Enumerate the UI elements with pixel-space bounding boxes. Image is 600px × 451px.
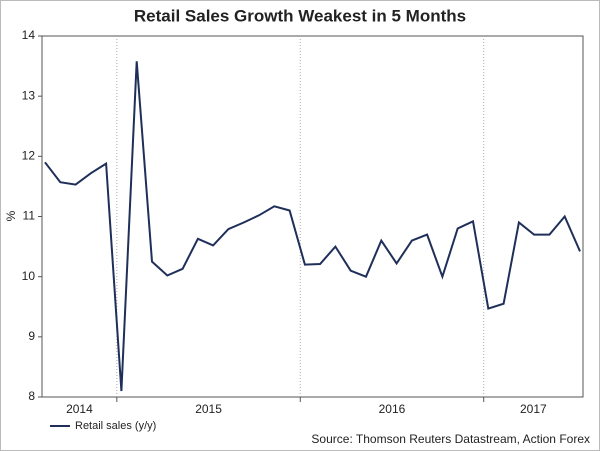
x-tick-label: 2016 xyxy=(379,402,406,416)
x-tick-label: 2014 xyxy=(66,402,93,416)
x-tick-label: 2017 xyxy=(520,402,547,416)
y-tick-label: 11 xyxy=(23,209,36,223)
y-tick-label: 9 xyxy=(28,329,35,343)
line xyxy=(44,61,581,392)
y-tick-label: 14 xyxy=(22,28,36,42)
chart-title: Retail Sales Growth Weakest in 5 Months xyxy=(134,6,466,25)
y-tick-label: 12 xyxy=(22,149,36,163)
y-tick-label: 13 xyxy=(22,88,36,102)
y-tick-label: 8 xyxy=(28,389,35,403)
y-axis-label: % xyxy=(4,210,18,221)
x-tick-label: 2015 xyxy=(195,402,222,416)
source: Source: Thomson Reuters Datastream, Acti… xyxy=(311,432,590,446)
legend-label: Retail sales (y/y) xyxy=(75,420,156,432)
y-tick-label: 10 xyxy=(22,269,36,283)
